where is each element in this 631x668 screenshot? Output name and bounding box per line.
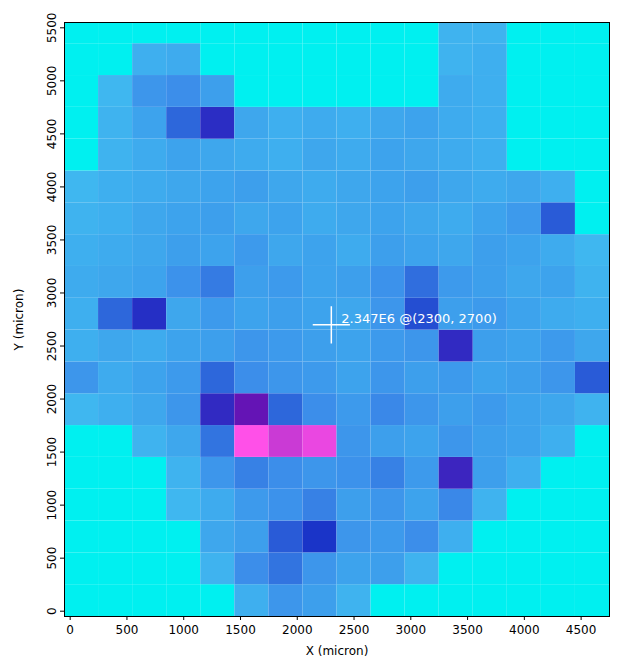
svg-text:4000: 4000 xyxy=(45,172,59,203)
svg-text:1500: 1500 xyxy=(225,623,256,637)
svg-text:5500: 5500 xyxy=(45,13,59,44)
svg-text:1000: 1000 xyxy=(168,623,199,637)
svg-text:2000: 2000 xyxy=(282,623,313,637)
svg-text:3000: 3000 xyxy=(45,278,59,309)
svg-text:0: 0 xyxy=(45,607,59,615)
svg-text:X (micron): X (micron) xyxy=(306,644,369,658)
svg-text:4000: 4000 xyxy=(509,623,540,637)
svg-text:2000: 2000 xyxy=(45,384,59,415)
svg-text:Y (micron): Y (micron) xyxy=(12,289,26,352)
svg-text:5000: 5000 xyxy=(45,66,59,97)
svg-text:3500: 3500 xyxy=(45,225,59,256)
svg-text:0: 0 xyxy=(66,623,74,637)
svg-text:4500: 4500 xyxy=(566,623,597,637)
svg-text:3500: 3500 xyxy=(452,623,483,637)
svg-text:4500: 4500 xyxy=(45,119,59,150)
svg-text:1500: 1500 xyxy=(45,437,59,468)
svg-text:2500: 2500 xyxy=(339,623,370,637)
svg-text:3000: 3000 xyxy=(396,623,427,637)
svg-text:1000: 1000 xyxy=(45,490,59,521)
svg-text:500: 500 xyxy=(115,623,138,637)
svg-text:2.347E6 @(2300, 2700): 2.347E6 @(2300, 2700) xyxy=(341,311,496,326)
svg-text:500: 500 xyxy=(45,547,59,570)
svg-text:2500: 2500 xyxy=(45,331,59,362)
